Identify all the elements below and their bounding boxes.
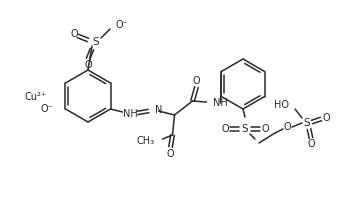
Text: O: O: [70, 29, 78, 39]
Text: O: O: [193, 76, 200, 86]
Text: N: N: [155, 105, 162, 115]
Text: NH: NH: [123, 109, 138, 119]
Text: O: O: [84, 60, 92, 70]
Text: O: O: [322, 113, 330, 123]
Text: O: O: [307, 139, 315, 149]
Text: O: O: [261, 124, 269, 134]
Text: S: S: [304, 118, 310, 128]
Text: HO: HO: [274, 100, 289, 110]
Text: NH: NH: [213, 98, 227, 108]
Text: Cu²⁺: Cu²⁺: [25, 92, 47, 102]
Text: CH₃: CH₃: [136, 136, 155, 146]
Text: S: S: [242, 124, 248, 134]
Text: O: O: [167, 149, 174, 159]
Text: O⁻: O⁻: [41, 104, 53, 114]
Text: O⁻: O⁻: [116, 20, 129, 30]
Text: O: O: [283, 122, 291, 132]
Text: S: S: [93, 37, 99, 47]
Text: O: O: [221, 124, 229, 134]
